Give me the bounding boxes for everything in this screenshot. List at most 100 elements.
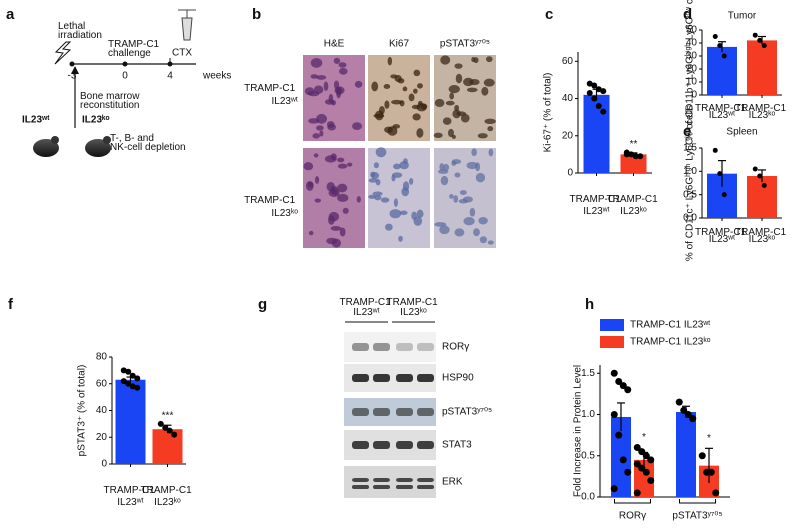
y-tick-label: 0: [567, 168, 573, 179]
donor-label: IL23ʷᵗ: [22, 115, 50, 126]
nucleus: [487, 126, 494, 132]
data-point: [134, 384, 141, 391]
x-tick-label: TRAMP-C1 IL23ʷᵗ: [570, 194, 624, 217]
band: [352, 374, 369, 382]
nucleus: [473, 57, 479, 64]
y-tick-label: 50: [686, 25, 698, 36]
data-point: [761, 182, 767, 188]
nucleus: [356, 196, 361, 203]
nucleus: [442, 163, 450, 171]
y-tick-label: 40: [96, 405, 108, 416]
y-tick-label: 10: [686, 77, 698, 88]
nucleus: [314, 176, 320, 184]
band: [396, 408, 413, 416]
y-tick-label: 1.0: [683, 166, 697, 177]
data-point: [712, 489, 720, 497]
band-label: pSTAT3ʸ⁷⁰⁵: [442, 407, 492, 418]
data-point: [600, 108, 607, 115]
data-point: [129, 372, 136, 379]
nucleus: [411, 211, 417, 220]
nucleus: [375, 147, 387, 158]
data-point: [171, 431, 178, 438]
band: [352, 343, 369, 351]
panel-letter: b: [252, 6, 261, 23]
nucleus: [487, 240, 494, 245]
data-point: [610, 485, 618, 493]
nucleus: [312, 133, 320, 139]
data-point: [633, 489, 641, 497]
data-point: [591, 95, 598, 102]
donor-label: IL23ᵏᵒ: [82, 115, 110, 126]
bar: [707, 46, 737, 95]
band: [417, 374, 434, 382]
group-bracket: [614, 499, 651, 504]
nucleus: [339, 67, 348, 75]
bar: [152, 429, 183, 464]
panel-letter: a: [6, 6, 15, 23]
band-label: RORγ: [442, 342, 469, 353]
nucleus: [442, 117, 452, 125]
syringe-icon: [178, 9, 196, 41]
nucleus: [354, 80, 363, 88]
nucleus: [439, 225, 450, 235]
nucleus: [390, 74, 398, 79]
nucleus: [339, 227, 346, 237]
micrograph: [368, 55, 430, 141]
nucleus: [328, 188, 340, 198]
y-tick-label: 30: [686, 51, 698, 62]
data-point: [717, 43, 723, 49]
nucleus: [401, 187, 410, 197]
nucleus: [439, 163, 445, 171]
data-point: [623, 151, 630, 158]
nucleus: [481, 86, 489, 96]
nucleus: [337, 193, 349, 202]
band: [396, 485, 413, 489]
nucleus: [368, 178, 378, 183]
treatment-label: CTX: [172, 48, 192, 59]
y-tick-label: 20: [96, 432, 108, 443]
nucleus: [308, 230, 314, 236]
nucleus: [328, 211, 340, 222]
band: [373, 478, 390, 482]
significance: ***: [162, 411, 174, 422]
nucleus: [324, 155, 337, 163]
row-label: TRAMP-C1 IL23ᵏᵒ: [244, 195, 298, 219]
nucleus: [352, 122, 363, 131]
challenge-label: TRAMP-C1 challenge: [108, 39, 162, 59]
nucleus: [333, 57, 341, 64]
nucleus: [479, 236, 487, 244]
data-point: [647, 477, 655, 484]
data-point: [680, 406, 688, 414]
nucleus: [391, 174, 396, 182]
nucleus: [316, 125, 324, 131]
mouse-icon: [85, 139, 111, 157]
timeline-dot: [122, 61, 128, 67]
nucleus: [483, 78, 495, 87]
nucleus: [484, 118, 496, 124]
nucleus: [408, 93, 415, 102]
data-point: [712, 147, 718, 153]
y-tick-label: 0: [101, 459, 107, 470]
data-point: [120, 378, 127, 385]
data-point: [586, 89, 593, 96]
nucleus: [486, 56, 493, 63]
data-point: [761, 43, 767, 49]
y-tick-label: 0.0: [683, 213, 697, 224]
group-label: TRAMP-C1 IL23ʷᵗ: [340, 297, 394, 318]
panel-letter: g: [258, 296, 267, 313]
mouse-ear: [103, 136, 111, 144]
nucleus: [368, 194, 376, 199]
y-axis-label: % of CD11b⁺ Ly6Gʰⁱᵍʰ Ly6Cˡᵒʷ cells: [685, 0, 696, 141]
nucleus: [323, 81, 329, 92]
data-point: [610, 369, 618, 377]
data-point: [642, 452, 650, 460]
chart-title: Tumor: [728, 11, 757, 22]
nucleus: [337, 163, 348, 169]
band: [352, 478, 369, 482]
band: [396, 478, 413, 482]
x-tick-label: RORγ: [619, 511, 646, 522]
data-point: [684, 411, 692, 418]
data-point: [610, 411, 618, 418]
legend-label: TRAMP-C1 IL23ᵏᵒ: [630, 337, 711, 348]
significance: **: [630, 139, 638, 150]
